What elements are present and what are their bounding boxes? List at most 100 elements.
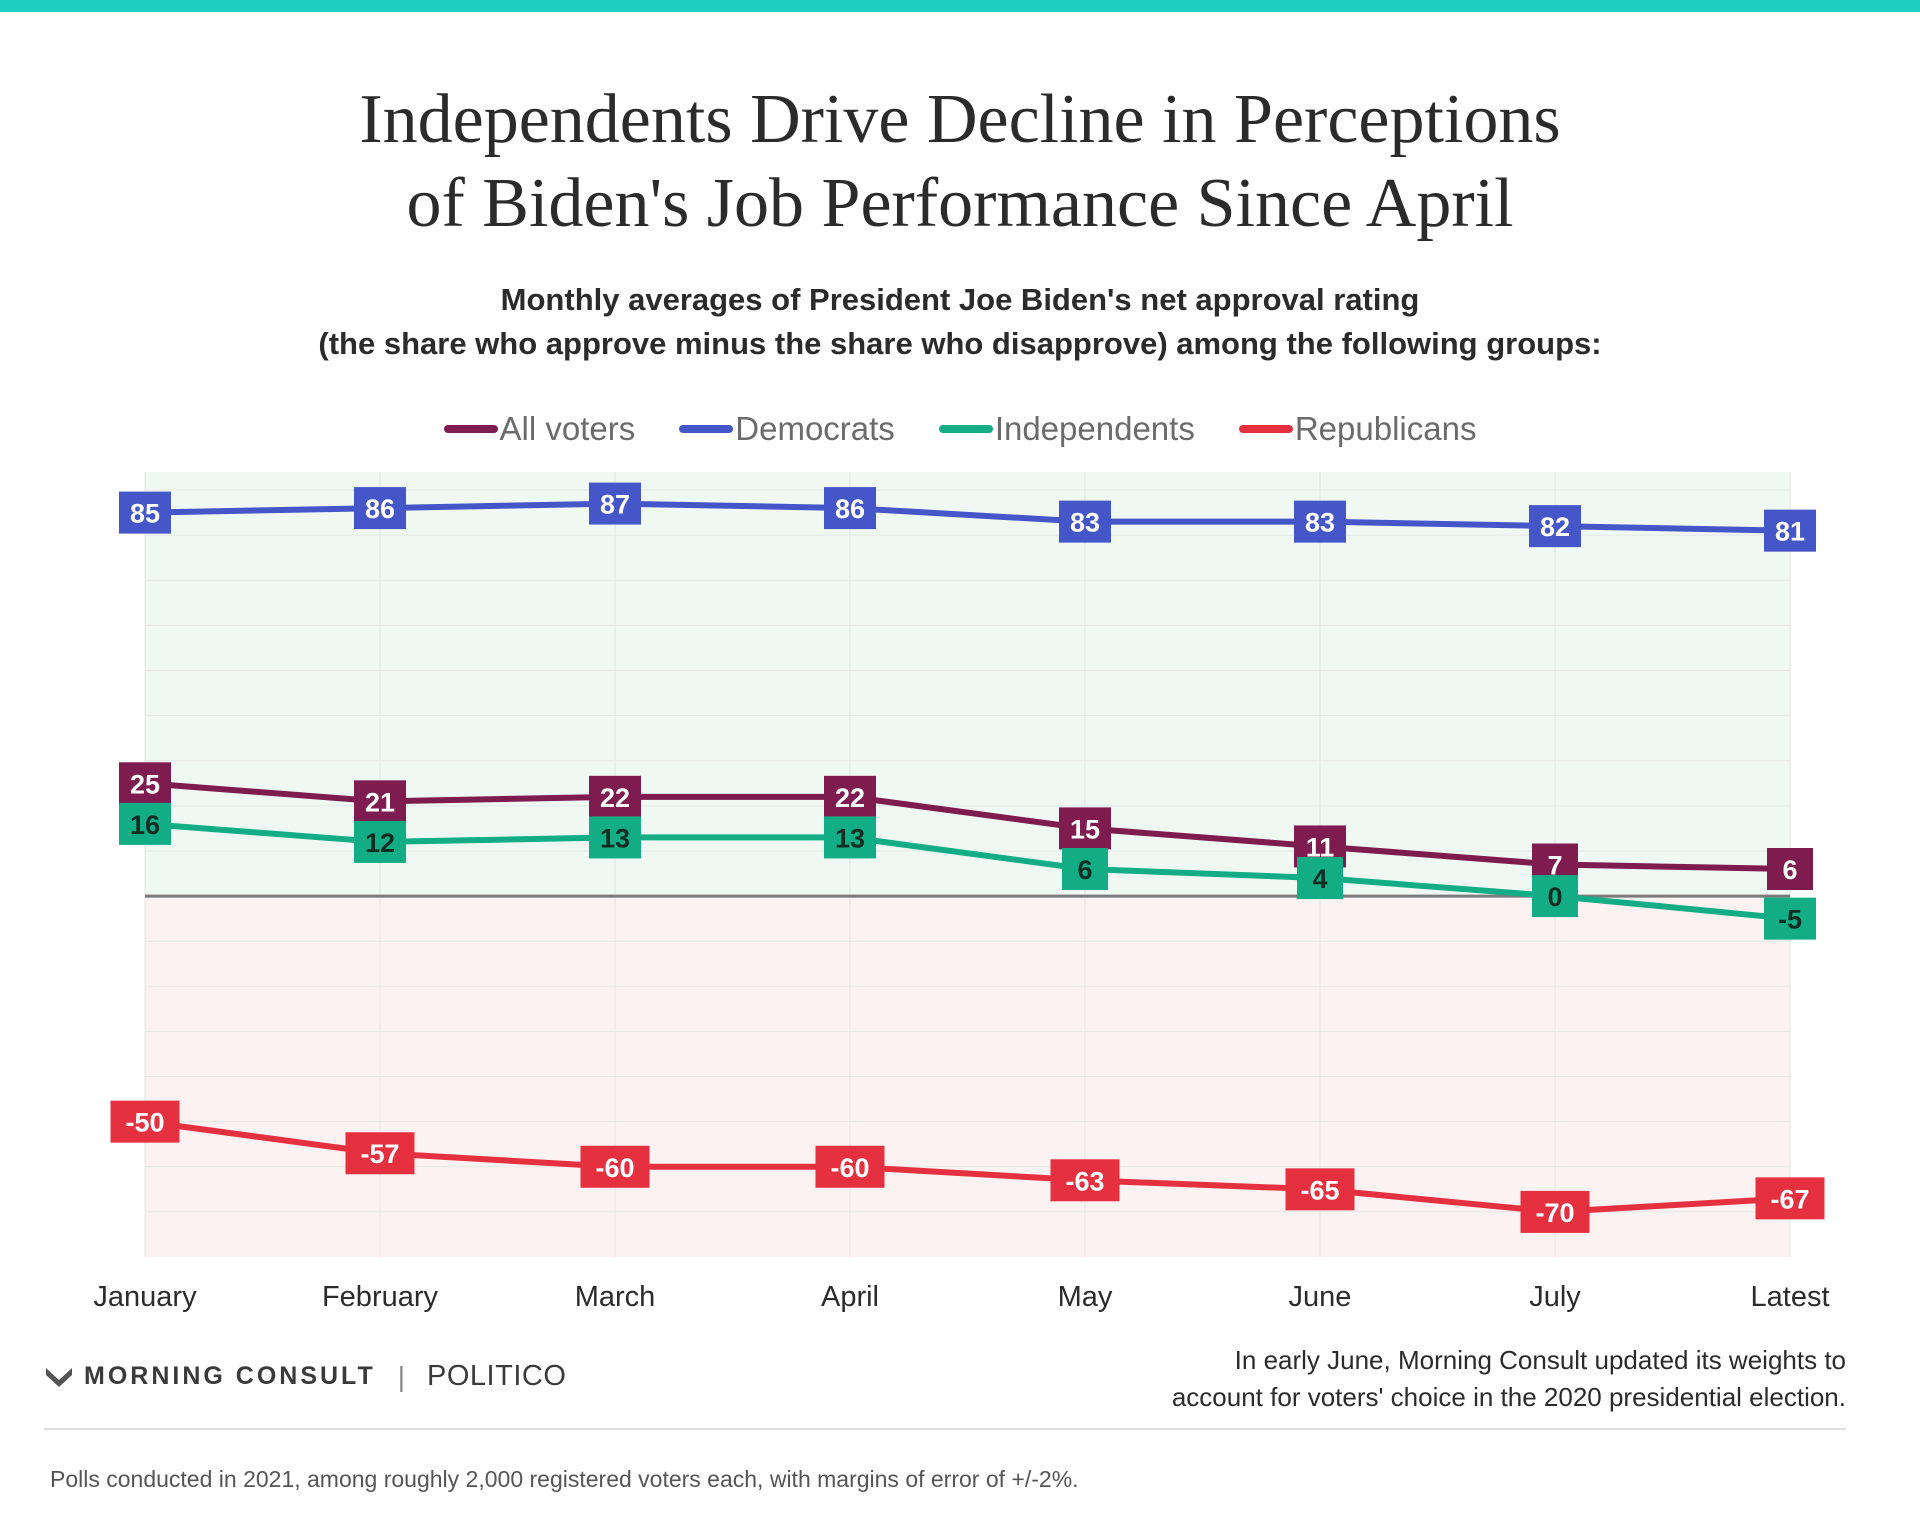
title-line-2: of Biden's Job Performance Since April xyxy=(406,165,1514,242)
chart-subtitle: Monthly averages of President Joe Biden'… xyxy=(0,278,1920,366)
data-label-republicans: -63 xyxy=(1065,1166,1104,1196)
legend-item-republicans: Republicans xyxy=(1238,410,1477,448)
x-tick-label: April xyxy=(821,1281,879,1313)
data-label-box-independents xyxy=(824,816,876,859)
legend-swatch-democrats xyxy=(679,425,734,433)
data-label-independents: 6 xyxy=(1077,855,1092,885)
data-label-box-all-voters xyxy=(119,762,171,805)
data-label-all-voters: 25 xyxy=(130,769,160,799)
data-label-box-all-voters xyxy=(589,775,641,818)
data-label-box-all-voters xyxy=(354,780,406,823)
subtitle-line-1: Monthly averages of President Joe Biden'… xyxy=(500,282,1420,317)
series-line-democrats xyxy=(144,500,1791,534)
data-label-box-republicans xyxy=(1050,1159,1120,1202)
data-label-republicans: -65 xyxy=(1300,1175,1339,1205)
data-label-box-independents xyxy=(1062,848,1108,891)
subtitle-line-2: (the share who approve minus the share w… xyxy=(318,326,1602,361)
legend-item-democrats: Democrats xyxy=(679,410,895,448)
data-label-democrats: 83 xyxy=(1070,508,1100,538)
data-label-box-republicans xyxy=(815,1145,885,1188)
top-accent-bar xyxy=(0,0,1920,12)
data-label-box-democrats xyxy=(1529,505,1581,548)
x-tick-label: March xyxy=(575,1281,656,1313)
data-label-box-independents xyxy=(1297,857,1343,900)
legend-label-all-voters: All voters xyxy=(499,410,636,447)
data-label-box-democrats xyxy=(589,482,641,525)
data-label-all-voters: 6 xyxy=(1782,855,1797,885)
data-label-democrats: 85 xyxy=(130,499,160,529)
data-label-box-democrats xyxy=(354,487,406,530)
data-label-independents: 4 xyxy=(1312,864,1327,894)
data-label-box-all-voters xyxy=(1059,807,1111,850)
x-tick-label: May xyxy=(1058,1281,1113,1313)
data-label-democrats: 87 xyxy=(600,490,630,520)
data-label-republicans: -67 xyxy=(1770,1184,1809,1214)
data-label-all-voters: 15 xyxy=(1070,814,1100,844)
series-line-republicans xyxy=(144,1118,1791,1215)
data-label-all-voters: 22 xyxy=(600,783,630,813)
data-label-independents: 16 xyxy=(130,810,160,840)
data-label-box-republicans xyxy=(345,1132,415,1175)
series-line-all-voters xyxy=(144,780,1791,873)
data-label-box-all-voters xyxy=(824,775,876,818)
data-label-box-independents xyxy=(589,816,641,859)
data-label-democrats: 82 xyxy=(1540,512,1570,542)
data-label-independents: 0 xyxy=(1547,882,1562,912)
data-label-republicans: -57 xyxy=(360,1139,399,1169)
publisher-logo: MORNING CONSULT | POLITICO xyxy=(44,1360,566,1393)
data-label-republicans: -50 xyxy=(125,1108,164,1138)
x-tick-label: July xyxy=(1529,1281,1581,1313)
data-label-box-republicans xyxy=(580,1145,650,1188)
weighting-note: In early June, Morning Consult updated i… xyxy=(1172,1342,1846,1416)
data-label-democrats: 86 xyxy=(835,494,865,524)
x-tick-label: Latest xyxy=(1751,1281,1830,1313)
data-label-box-democrats xyxy=(1059,500,1111,543)
methodology-footnote: Polls conducted in 2021, among roughly 2… xyxy=(50,1466,1079,1492)
data-label-republicans: -60 xyxy=(595,1153,634,1183)
legend: All voters Democrats Independents Republ… xyxy=(0,410,1920,448)
data-label-all-voters: 7 xyxy=(1547,851,1562,881)
logo-separator: | xyxy=(397,1360,406,1392)
chart-title: Independents Drive Decline in Perception… xyxy=(0,78,1920,246)
data-label-box-independents xyxy=(119,802,171,845)
x-tick-label: January xyxy=(93,1281,197,1313)
data-label-box-independents xyxy=(1764,897,1816,940)
data-label-box-democrats xyxy=(1764,509,1816,552)
data-label-democrats: 83 xyxy=(1305,508,1335,538)
data-label-box-all-voters xyxy=(1767,848,1813,891)
data-label-independents: -5 xyxy=(1778,905,1802,935)
data-label-box-independents xyxy=(1532,875,1578,918)
data-label-independents: 13 xyxy=(600,823,630,853)
morning-consult-logo-text: MORNING CONSULT xyxy=(84,1362,376,1390)
legend-swatch-all-voters xyxy=(443,425,498,433)
data-label-box-republicans xyxy=(1755,1177,1825,1220)
morning-consult-logo-icon xyxy=(46,1367,72,1387)
data-label-box-independents xyxy=(354,820,406,863)
positive-region xyxy=(145,472,1790,897)
legend-item-all-voters: All voters xyxy=(443,410,636,448)
data-label-box-democrats xyxy=(1294,500,1346,543)
legend-item-independents: Independents xyxy=(938,410,1195,448)
legend-label-democrats: Democrats xyxy=(735,410,895,447)
data-label-all-voters: 21 xyxy=(365,787,395,817)
data-label-independents: 12 xyxy=(365,828,395,858)
data-label-box-republicans xyxy=(1520,1190,1590,1233)
x-tick-label: February xyxy=(322,1281,439,1313)
data-label-box-democrats xyxy=(824,487,876,530)
x-tick-label: June xyxy=(1289,1281,1352,1313)
legend-swatch-republicans xyxy=(1238,425,1293,433)
footer-divider xyxy=(44,1428,1846,1430)
data-label-box-republicans xyxy=(1285,1168,1355,1211)
note-line-2: account for voters' choice in the 2020 p… xyxy=(1171,1382,1846,1412)
data-label-republicans: -60 xyxy=(830,1153,869,1183)
title-line-1: Independents Drive Decline in Perception… xyxy=(359,81,1561,158)
series-line-independents xyxy=(144,820,1791,922)
politico-logo-text: POLITICO xyxy=(427,1360,567,1392)
legend-label-independents: Independents xyxy=(994,410,1195,447)
data-label-republicans: -70 xyxy=(1535,1198,1574,1228)
legend-label-republicans: Republicans xyxy=(1294,410,1477,447)
data-label-democrats: 86 xyxy=(365,494,395,524)
data-label-all-voters: 22 xyxy=(835,783,865,813)
data-label-box-republicans xyxy=(110,1100,180,1143)
note-line-1: In early June, Morning Consult updated i… xyxy=(1234,1345,1846,1375)
